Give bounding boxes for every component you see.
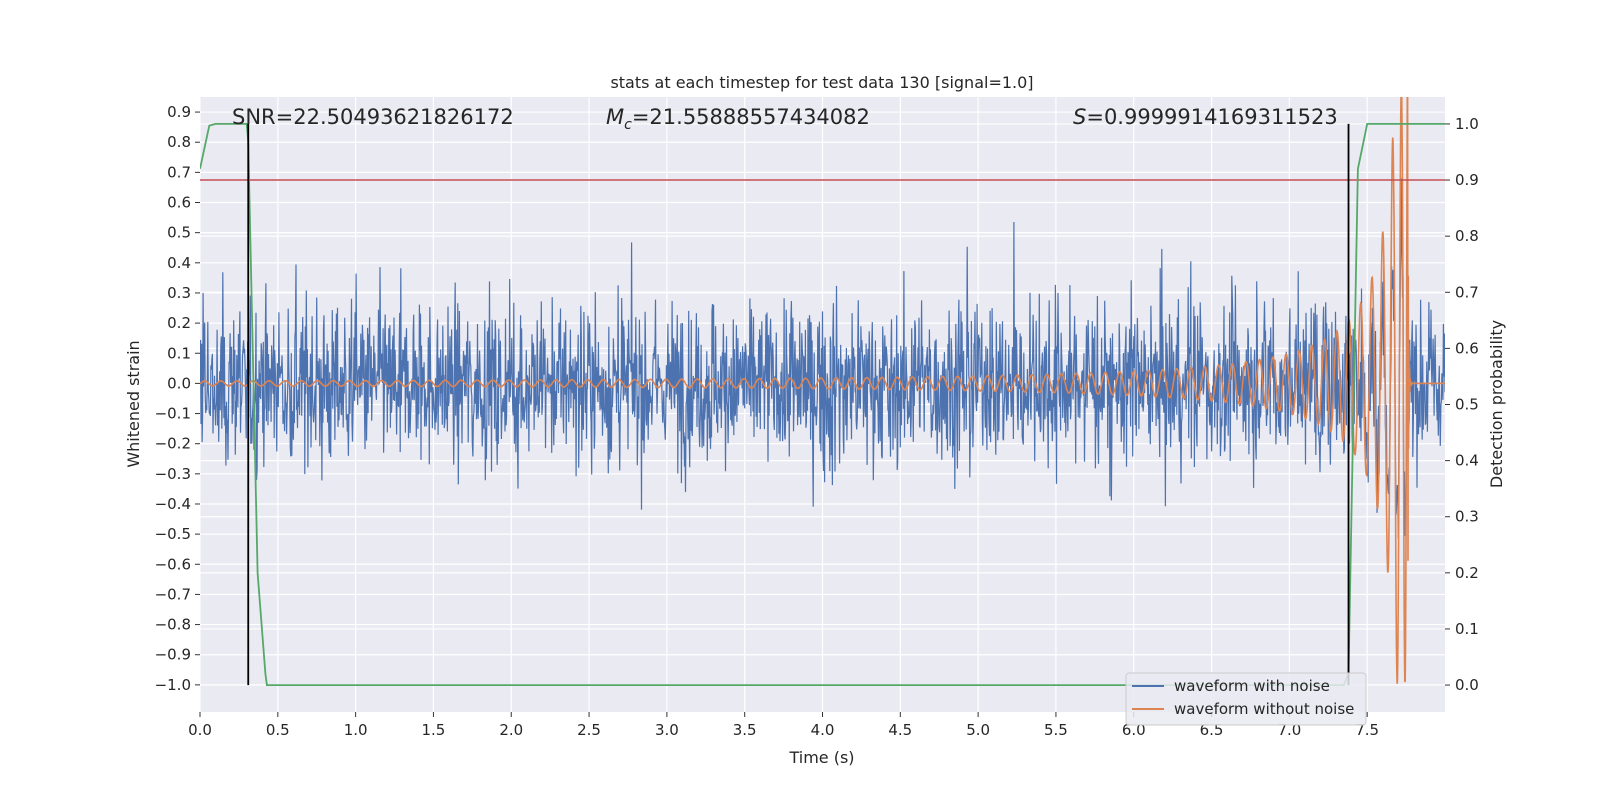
series-waveform-without-noise	[200, 97, 1445, 684]
y2-tick-label: 1.0	[1455, 115, 1479, 133]
axes: 0.0 0.5 1.0 1.5 2.0 2.5 3.0 3.5 4.0 4.5 5.0 5.5 6.0 6…	[155, 103, 1479, 739]
y-tick-label: 0.8	[167, 133, 191, 151]
annotation-mc-subscript: c	[624, 117, 632, 133]
x-tick-label: 0.0	[188, 721, 212, 739]
y-tick-label: −0.6	[155, 555, 191, 573]
x-tick-label: 0.5	[266, 721, 290, 739]
annotation-mc-value: =21.55888557434082	[632, 105, 870, 129]
y2-tick-label: 0.1	[1455, 620, 1479, 638]
y2-tick-label: 0.0	[1455, 676, 1479, 694]
x-tick-label: 1.5	[422, 721, 446, 739]
x-tick-label: 4.0	[811, 721, 835, 739]
x-tick-label: 5.5	[1044, 721, 1068, 739]
y-tick-label: −0.9	[155, 646, 191, 664]
series-detection-probability	[200, 123, 1445, 686]
y-tick-label: 0.7	[167, 163, 191, 181]
y2-tick-label: 0.9	[1455, 171, 1479, 189]
x-tick-label: 5.0	[966, 721, 990, 739]
y-tick-label: 0.1	[167, 344, 191, 362]
annotation-s-symbol: S	[1073, 105, 1086, 129]
x-tick-label: 2.0	[499, 721, 523, 739]
legend-label-clean: waveform without noise	[1174, 700, 1354, 718]
annotation-snr: SNR=22.50493621826172	[232, 105, 514, 129]
y2-axis-label: Detection probability	[1487, 320, 1506, 488]
series-waveform-with-noise	[200, 178, 1445, 539]
y-tick-label: −0.5	[155, 525, 191, 543]
y-tick-label: −0.8	[155, 616, 191, 634]
y-tick-label: 0.6	[167, 194, 191, 212]
x-tick-label: 1.0	[344, 721, 368, 739]
y-tick-label: 0.3	[167, 284, 191, 302]
y-tick-label: −0.4	[155, 495, 191, 513]
x-tick-label: 4.5	[888, 721, 912, 739]
annotation-s-value: =0.9999914169311523	[1086, 105, 1337, 129]
y-tick-label: 0.5	[167, 224, 191, 242]
y2-tick-label: 0.8	[1455, 227, 1479, 245]
y-tick-label: 0.0	[167, 374, 191, 392]
y2-tick-label: 0.2	[1455, 564, 1479, 582]
y-tick-label: 0.9	[167, 103, 191, 121]
y2-tick-label: 0.4	[1455, 452, 1479, 470]
x-tick-label: 3.0	[655, 721, 679, 739]
annotation-mc-symbol: M	[606, 105, 624, 129]
y-tick-label: −0.1	[155, 405, 191, 423]
legend-box	[1125, 672, 1367, 726]
x-tick-label: 2.5	[577, 721, 601, 739]
annotation-chirp-mass: Mc=21.55888557434082	[606, 105, 870, 133]
x-axis-label: Time (s)	[788, 748, 854, 767]
y-tick-label: −0.2	[155, 435, 191, 453]
x-tick-label: 3.5	[733, 721, 757, 739]
y-tick-label: 0.2	[167, 314, 191, 332]
y2-tick-label: 0.3	[1455, 508, 1479, 526]
y-tick-label: 0.4	[167, 254, 191, 272]
y-tick-label: −0.7	[155, 585, 191, 603]
legend: waveform with noise waveform without noi…	[1125, 672, 1367, 726]
y2-tick-label: 0.5	[1455, 396, 1479, 414]
y-tick-label: −1.0	[155, 676, 191, 694]
y-axis-label: Whitened strain	[124, 340, 143, 467]
y2-tick-label: 0.6	[1455, 339, 1479, 357]
annotation-score: S=0.9999914169311523	[1073, 105, 1338, 129]
y-tick-label: −0.3	[155, 465, 191, 483]
legend-label-noisy: waveform with noise	[1174, 677, 1330, 695]
y2-tick-label: 0.7	[1455, 283, 1479, 301]
chart-title: stats at each timestep for test data 130…	[610, 73, 1033, 92]
